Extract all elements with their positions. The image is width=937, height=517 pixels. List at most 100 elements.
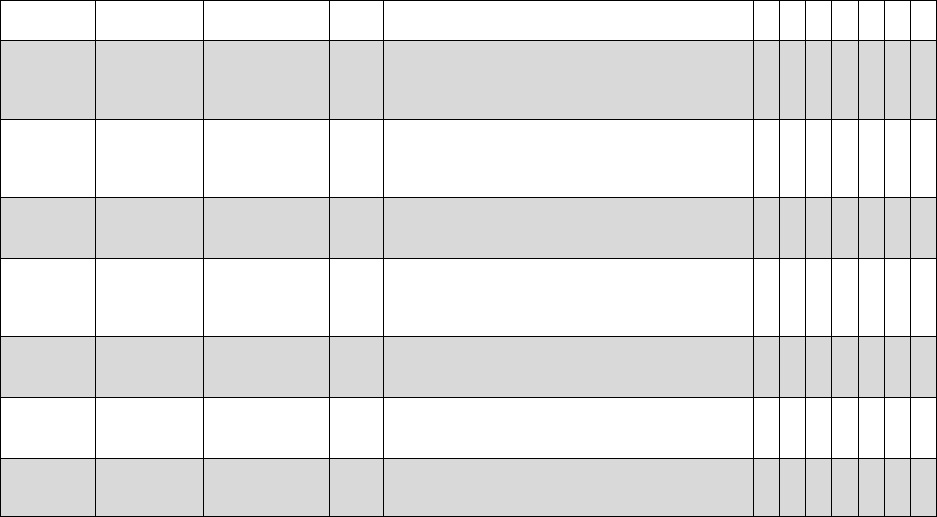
table-cell [0, 336, 96, 398]
table-row [0, 336, 937, 398]
table-cell [884, 458, 911, 517]
table-cell [805, 397, 832, 459]
table-cell [779, 0, 806, 41]
table-cell [884, 258, 911, 337]
table-cell [779, 197, 806, 259]
table-cell [831, 197, 859, 259]
table-cell [831, 336, 859, 398]
table-cell [753, 197, 780, 259]
table-cell [95, 197, 204, 259]
table-cell [910, 458, 937, 517]
table-cell [0, 258, 96, 337]
table-cell [779, 119, 806, 198]
table-row [0, 0, 937, 41]
table-cell [0, 40, 96, 120]
table-cell [203, 119, 330, 198]
table-cell [95, 458, 204, 517]
table-cell [858, 258, 885, 337]
table-cell [884, 40, 911, 120]
table-cell [383, 197, 754, 259]
table-cell [95, 336, 204, 398]
table-cell [0, 119, 96, 198]
table-cell [383, 258, 754, 337]
table-cell [329, 0, 384, 41]
table-cell [831, 0, 859, 41]
table-cell [779, 458, 806, 517]
table-cell [329, 197, 384, 259]
table-cell [329, 336, 384, 398]
table-cell [95, 40, 204, 120]
table-cell [383, 458, 754, 517]
table-cell [779, 336, 806, 398]
table-cell [779, 40, 806, 120]
table-cell [753, 397, 780, 459]
table-cell [0, 458, 96, 517]
table-cell [203, 458, 330, 517]
table-cell [910, 0, 937, 41]
table-cell [805, 197, 832, 259]
table-cell [329, 458, 384, 517]
table-cell [753, 0, 780, 41]
table-cell [910, 336, 937, 398]
table-cell [383, 119, 754, 198]
table-cell [858, 458, 885, 517]
table-cell [383, 336, 754, 398]
table-cell [910, 40, 937, 120]
table-cell [858, 336, 885, 398]
table-cell [884, 197, 911, 259]
table-cell [329, 397, 384, 459]
table-row [0, 119, 937, 198]
table-row [0, 258, 937, 337]
table-row [0, 40, 937, 120]
table-cell [831, 40, 859, 120]
table-cell [95, 397, 204, 459]
table-cell [95, 119, 204, 198]
table-cell [858, 119, 885, 198]
table-row [0, 397, 937, 459]
table-cell [858, 397, 885, 459]
table-cell [203, 40, 330, 120]
table-cell [203, 336, 330, 398]
table-cell [884, 397, 911, 459]
table-cell [0, 197, 96, 259]
table-cell [831, 397, 859, 459]
table-cell [753, 336, 780, 398]
table-cell [383, 397, 754, 459]
table-row [0, 458, 937, 517]
table-cell [910, 119, 937, 198]
table-cell [753, 258, 780, 337]
table-cell [779, 258, 806, 337]
table-cell [805, 119, 832, 198]
table-cell [203, 0, 330, 41]
table-cell [805, 258, 832, 337]
table-cell [858, 0, 885, 41]
table-cell [831, 119, 859, 198]
table-cell [858, 40, 885, 120]
table-cell [910, 397, 937, 459]
table-cell [203, 197, 330, 259]
table-cell [805, 458, 832, 517]
table-cell [884, 0, 911, 41]
table-cell [831, 258, 859, 337]
table-cell [203, 258, 330, 337]
table-cell [203, 397, 330, 459]
table-row [0, 197, 937, 259]
table-cell [831, 458, 859, 517]
table-cell [383, 40, 754, 120]
table-cell [0, 0, 96, 41]
table-cell [858, 197, 885, 259]
table-cell [910, 258, 937, 337]
table-cell [383, 0, 754, 41]
table-cell [805, 336, 832, 398]
table-cell [805, 0, 832, 41]
table-cell [779, 397, 806, 459]
table-cell [95, 258, 204, 337]
table-cell [753, 119, 780, 198]
table-cell [0, 397, 96, 459]
table-cell [329, 258, 384, 337]
table-cell [753, 40, 780, 120]
table-cell [805, 40, 832, 120]
table-cell [910, 197, 937, 259]
